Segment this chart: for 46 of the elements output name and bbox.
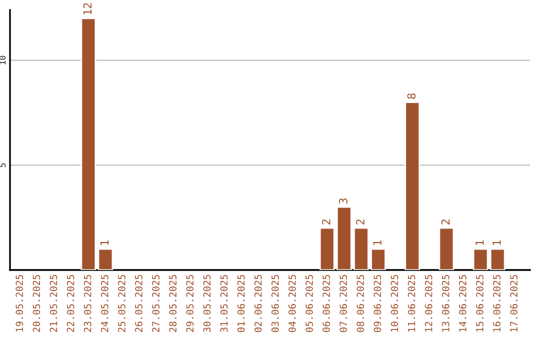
- x-tick-label: 24.05.2025: [100, 274, 108, 332]
- x-tick-label: 25.05.2025: [118, 274, 126, 332]
- x-tick-label: 21.05.2025: [50, 274, 58, 332]
- bar: [404, 102, 420, 270]
- x-tick-label: 09.06.2025: [374, 274, 382, 332]
- data-label: 1: [373, 240, 382, 245]
- x-tick-label: 28.05.2025: [169, 274, 177, 332]
- data-label: 2: [356, 220, 364, 224]
- data-label: 2: [441, 220, 450, 224]
- data-label: 12: [83, 3, 92, 14]
- data-label: 3: [339, 198, 348, 204]
- x-tick-label: 07.06.2025: [340, 274, 348, 332]
- bar: [80, 18, 96, 270]
- x-tick-label: 14.06.2025: [459, 274, 466, 332]
- x-tick-label: 22.05.2025: [66, 274, 74, 332]
- x-tick-label: 01.06.2025: [237, 274, 245, 332]
- x-tick-label: 10.06.2025: [390, 274, 398, 332]
- x-tick-label: 11.06.2025: [408, 274, 416, 332]
- x-tick-label: 30.05.2025: [203, 274, 211, 332]
- x-tick-label: 17.06.2025: [510, 274, 518, 332]
- x-tick-label: 26.05.2025: [135, 274, 142, 332]
- x-tick-label: 04.06.2025: [288, 274, 296, 332]
- x-tick-label: 15.06.2025: [476, 274, 484, 332]
- data-label: 1: [476, 240, 484, 245]
- x-tick-label: 20.05.2025: [32, 274, 40, 332]
- x-tick-label: 05.06.2025: [306, 274, 313, 332]
- x-tick-label: 16.06.2025: [493, 274, 500, 332]
- bar: [438, 227, 454, 270]
- bar: [98, 248, 114, 270]
- data-label: 2: [322, 220, 330, 224]
- bar: [490, 248, 506, 270]
- x-tick-label: 19.05.2025: [16, 274, 24, 332]
- bar: [472, 248, 488, 270]
- x-tick-label: 12.06.2025: [424, 274, 432, 332]
- x-tick-label: 02.06.2025: [254, 274, 262, 332]
- data-label: 8: [407, 94, 416, 99]
- x-tick-label: 27.05.2025: [152, 274, 160, 332]
- x-tick-label: 29.05.2025: [186, 274, 194, 332]
- x-tick-label: 31.05.2025: [220, 274, 228, 332]
- x-tick-label: 23.05.2025: [84, 274, 92, 332]
- data-label: 1: [100, 240, 109, 245]
- x-tick-label: 03.06.2025: [271, 274, 279, 332]
- x-tick-label: 06.06.2025: [322, 274, 330, 332]
- x-tick-label: 13.06.2025: [442, 274, 450, 332]
- data-label: 1: [492, 240, 501, 245]
- x-tick-label: 08.06.2025: [356, 274, 364, 332]
